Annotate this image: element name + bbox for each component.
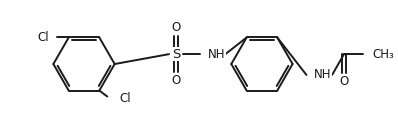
Text: Cl: Cl — [119, 92, 131, 105]
Text: NH: NH — [314, 68, 332, 81]
Text: NH: NH — [208, 48, 225, 61]
Text: O: O — [171, 21, 181, 34]
Text: CH₃: CH₃ — [373, 48, 394, 61]
Text: O: O — [171, 74, 181, 87]
Text: Cl: Cl — [37, 31, 49, 44]
Text: S: S — [172, 48, 180, 61]
Text: O: O — [339, 75, 349, 88]
